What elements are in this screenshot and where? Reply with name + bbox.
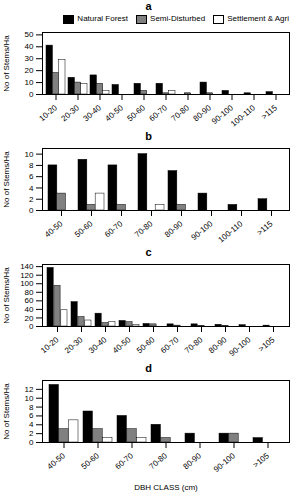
svg-text:80-90: 80-90: [191, 103, 213, 124]
svg-text:40-50: 40-50: [45, 451, 67, 471]
svg-text:20: 20: [25, 314, 34, 323]
svg-text:8: 8: [29, 161, 34, 170]
svg-text:70-80: 70-80: [169, 103, 191, 123]
svg-text:6: 6: [29, 172, 34, 181]
svg-text:0: 0: [29, 438, 34, 447]
svg-text:No of Stems/Ha: No of Stems/Ha: [2, 267, 11, 324]
svg-text:90-100: 90-100: [212, 451, 237, 474]
svg-text:50-60: 50-60: [73, 219, 95, 239]
svg-text:20-30: 20-30: [59, 103, 81, 123]
svg-text:50: 50: [25, 30, 34, 39]
svg-text:90-100: 90-100: [228, 335, 253, 358]
svg-text:70-80: 70-80: [183, 335, 205, 355]
svg-text:40-50: 40-50: [43, 219, 65, 239]
svg-text:DBH CLASS (cm): DBH CLASS (cm): [134, 483, 198, 492]
svg-text:10-20: 10-20: [37, 103, 59, 123]
svg-text:>115: >115: [255, 219, 275, 237]
svg-text:60-70: 60-70: [113, 451, 135, 471]
svg-text:40: 40: [25, 305, 34, 314]
svg-text:4: 4: [29, 184, 34, 193]
svg-text:0: 0: [29, 90, 34, 99]
svg-text:70-80: 70-80: [147, 451, 169, 471]
svg-text:10: 10: [25, 78, 34, 87]
html-text:Settlement & Agri: Settlement & Agri: [227, 14, 289, 23]
html-text:Semi-Disturbed: Semi-Disturbed: [150, 14, 206, 23]
html-text:b: b: [145, 130, 152, 142]
svg-text:60-70: 60-70: [103, 219, 125, 239]
svg-text:No of Stems/Ha: No of Stems/Ha: [2, 151, 11, 208]
svg-text:6: 6: [29, 411, 34, 420]
svg-text:80-90: 80-90: [207, 335, 229, 355]
html-text:Natural Forest: Natural Forest: [77, 14, 128, 23]
svg-text:100: 100: [20, 279, 34, 288]
html-text:d: d: [145, 362, 152, 374]
svg-text:80: 80: [25, 288, 34, 297]
svg-text:120: 120: [20, 271, 34, 280]
html-text:c: c: [145, 246, 152, 258]
svg-text:70-80: 70-80: [133, 219, 155, 239]
svg-text:40: 40: [25, 42, 34, 51]
svg-text:100-110: 100-110: [217, 219, 245, 245]
svg-text:10: 10: [25, 394, 34, 403]
svg-text:4: 4: [29, 420, 34, 429]
svg-text:20-30: 20-30: [63, 335, 85, 355]
svg-text:30-40: 30-40: [81, 103, 103, 123]
svg-text:2: 2: [29, 195, 34, 204]
svg-text:>115: >115: [260, 103, 280, 121]
svg-text:50-60: 50-60: [125, 103, 147, 123]
svg-text:8: 8: [29, 403, 34, 412]
svg-text:0: 0: [29, 322, 34, 331]
svg-text:30: 30: [25, 54, 34, 63]
svg-text:2: 2: [29, 429, 34, 438]
svg-text:0: 0: [29, 206, 34, 215]
svg-text:90-100: 90-100: [190, 219, 215, 242]
svg-text:10-20: 10-20: [39, 335, 61, 355]
svg-text:60-70: 60-70: [159, 335, 181, 355]
svg-text:50-60: 50-60: [79, 451, 101, 471]
svg-text:20: 20: [25, 66, 34, 75]
svg-text:>105: >105: [257, 335, 277, 354]
svg-text:80-90: 80-90: [163, 219, 185, 239]
svg-text:30-40: 30-40: [87, 335, 109, 355]
svg-text:50-60: 50-60: [135, 335, 157, 355]
svg-text:12: 12: [25, 385, 34, 394]
svg-text:140: 140: [20, 262, 34, 271]
svg-text:90-100: 90-100: [210, 103, 235, 127]
svg-text:No of Stems/Ha: No of Stems/Ha: [2, 383, 11, 440]
svg-text:10: 10: [25, 150, 34, 159]
svg-text:40-50: 40-50: [103, 103, 125, 123]
svg-text:100-110: 100-110: [229, 103, 257, 129]
svg-text:60: 60: [25, 296, 34, 305]
svg-text:60-70: 60-70: [147, 103, 169, 123]
svg-text:40-50: 40-50: [111, 335, 133, 355]
svg-text:>105: >105: [251, 451, 271, 470]
svg-text:80-90: 80-90: [181, 451, 203, 471]
svg-text:No of Stems/Ha: No of Stems/Ha: [2, 35, 11, 92]
html-text:a: a: [145, 0, 152, 12]
